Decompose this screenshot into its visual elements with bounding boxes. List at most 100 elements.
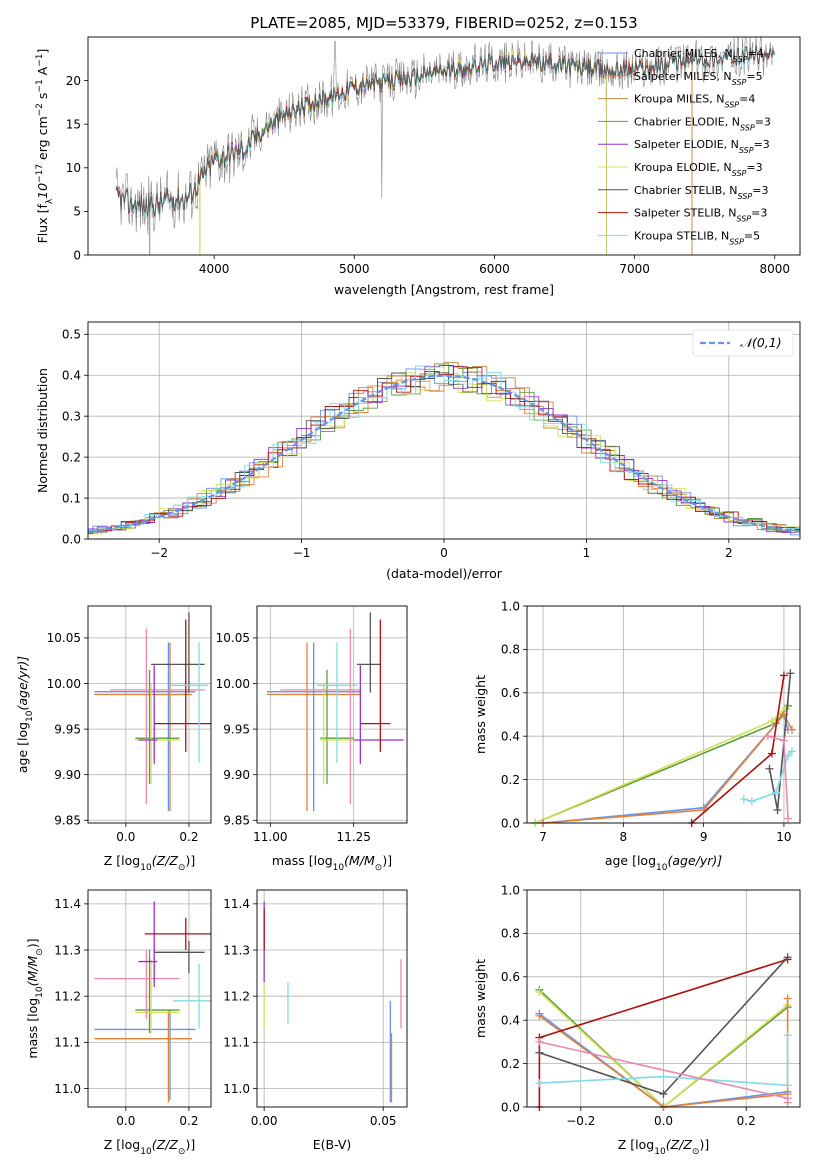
spectrum-line-darkgray <box>115 45 775 217</box>
y-tick-label: 10.00 <box>47 677 81 691</box>
weight-line-green <box>538 989 789 1107</box>
y-tick-label: 0.4 <box>501 730 520 744</box>
y-tick-label: 1.0 <box>501 883 520 897</box>
x-tick-label: 7000 <box>619 262 650 276</box>
x-axis-label: E(B-V) <box>313 1137 352 1152</box>
legend-entry: Chabrier STELIB, NSSP=3 <box>634 184 768 201</box>
weight-marker <box>783 994 792 1003</box>
error-bar-point <box>138 901 158 987</box>
y-tick-label: 11.4 <box>54 897 81 911</box>
x-tick-label: 9 <box>700 830 708 844</box>
weight-marker <box>747 797 756 806</box>
x-tick-label: 11.00 <box>253 830 287 844</box>
error-bar-point <box>280 628 361 804</box>
y-tick-label: 0.0 <box>501 816 520 830</box>
y-tick-label: 1.0 <box>501 599 520 613</box>
axes-frame <box>87 605 212 824</box>
error-bar-point <box>353 665 404 764</box>
age-vs-metallicity-panel: 0.0 0.2 9.85 9.90 9.95 10.00 10.05 Z [log10(Z/Z… <box>15 605 212 873</box>
y-tick-label: 9.85 <box>223 814 250 828</box>
weight-marker <box>783 1081 792 1090</box>
x-tick-label: 0.2 <box>179 1114 198 1128</box>
y-tick-label: 0.1 <box>62 491 81 505</box>
x-tick-label: 8000 <box>759 262 790 276</box>
weight-marker <box>659 1089 668 1098</box>
axes-frame <box>256 605 408 824</box>
x-tick-label: 0.2 <box>179 830 198 844</box>
y-tick-label: 15 <box>66 118 81 132</box>
weight-line-orange <box>543 713 793 823</box>
mass-vs-metallicity-panel: 0.0 0.2 11.0 11.1 11.2 11.3 11.4 Z [log10(Z/Z⊙)… <box>25 889 212 1157</box>
axes-frame <box>87 889 212 1108</box>
error-bar-point <box>173 963 211 1029</box>
y-tick-label: 9.95 <box>54 722 81 736</box>
error-bar-point <box>94 950 180 1020</box>
weight-marker <box>535 1079 544 1088</box>
weight-marker <box>771 788 780 797</box>
x-tick-label: 2 <box>725 546 733 560</box>
y-tick-label: 0.2 <box>501 1057 520 1071</box>
weight-marker <box>783 814 792 823</box>
legend-entry: Salpeter STELIB, NSSP=3 <box>634 207 767 224</box>
y-tick-label: 0.3 <box>62 409 81 423</box>
weight-marker <box>763 732 772 741</box>
error-bar-point <box>94 1010 193 1103</box>
weight-marker <box>779 736 788 745</box>
weight-marker <box>765 764 774 773</box>
weight-line-yellow <box>534 707 787 823</box>
error-bar-point <box>151 612 205 693</box>
x-axis-label: (data-model)/error <box>386 566 503 581</box>
y-tick-label: 11.3 <box>223 943 250 957</box>
error-bar-point <box>94 642 193 812</box>
error-bar-point <box>135 669 180 784</box>
error-bar-point <box>110 628 205 804</box>
y-tick-label: 11.0 <box>223 1082 250 1096</box>
x-tick-label: 0.00 <box>251 1114 278 1128</box>
legend-entry: Kroupa MILES, NSSP=4 <box>634 93 755 110</box>
residuals-panel: −2 −1 0 1 2 0.0 0.1 0.2 0.3 0.4 0.5 (data-model)/er… <box>35 321 801 581</box>
legend: Chabrier MILES, NSSP=4 Salpeter MILES, NS… <box>598 47 771 246</box>
error-bar-point <box>138 665 158 764</box>
y-tick-label: 0.8 <box>501 927 520 941</box>
weight-marker <box>535 1011 544 1020</box>
legend-entry: Salpeter MILES, NSSP=5 <box>634 70 763 87</box>
weight-marker <box>783 1098 792 1107</box>
y-axis-label: mass weight <box>473 675 488 754</box>
weight-line-yellow <box>538 991 789 1107</box>
mass-weight-vs-age-panel: 7 8 9 10 0.0 0.2 0.4 0.6 0.8 1.0 age [log10(age/yr… <box>473 599 801 873</box>
y-tick-label: 5 <box>73 205 81 219</box>
chart-title: PLATE=2085, MJD=53379, FIBERID=0252, z=0… <box>250 14 637 32</box>
y-axis-label: Normed distribution <box>35 368 50 493</box>
x-tick-label: 4000 <box>199 262 230 276</box>
legend: 𝒩(0,1) <box>692 329 794 357</box>
y-tick-label: 0.4 <box>501 1014 520 1028</box>
error-bar-point <box>357 612 381 693</box>
x-axis-label: mass [log10(M/M⊙)] <box>272 853 392 873</box>
y-axis-label: mass weight <box>473 959 488 1038</box>
error-bar-point <box>135 683 180 784</box>
legend-entry: Kroupa STELIB, NSSP=5 <box>634 229 760 246</box>
weight-marker <box>783 953 792 962</box>
weight-marker <box>535 987 544 996</box>
x-axis-label: Z [log10(Z/Z⊙)] <box>104 1137 195 1157</box>
weight-marker <box>659 1072 668 1081</box>
axes-frame <box>87 321 801 540</box>
x-tick-label: 0.0 <box>116 1114 135 1128</box>
weight-line-blue <box>538 1013 788 1107</box>
y-tick-label: 9.90 <box>223 768 250 782</box>
y-axis-label: Flux [fλ10−17 erg cm−2 s−1 A−1] <box>35 49 55 244</box>
x-tick-label: −0.2 <box>566 1114 595 1128</box>
legend-entry: Kroupa ELODIE, NSSP=3 <box>634 161 763 178</box>
error-bar-point <box>317 642 357 763</box>
weight-marker <box>786 669 795 678</box>
x-tick-label: 1 <box>583 546 591 560</box>
age-vs-mass-panel: 11.00 11.25 9.85 9.90 9.95 10.00 10.05 mass [lo… <box>216 605 408 873</box>
y-tick-label: 0.6 <box>501 970 520 984</box>
y-tick-label: 11.0 <box>54 1082 81 1096</box>
weight-marker <box>767 749 776 758</box>
y-tick-label: 11.4 <box>223 897 250 911</box>
error-bar-point <box>154 940 205 974</box>
histogram-blue <box>88 365 800 536</box>
y-tick-label: 0.4 <box>62 369 81 383</box>
